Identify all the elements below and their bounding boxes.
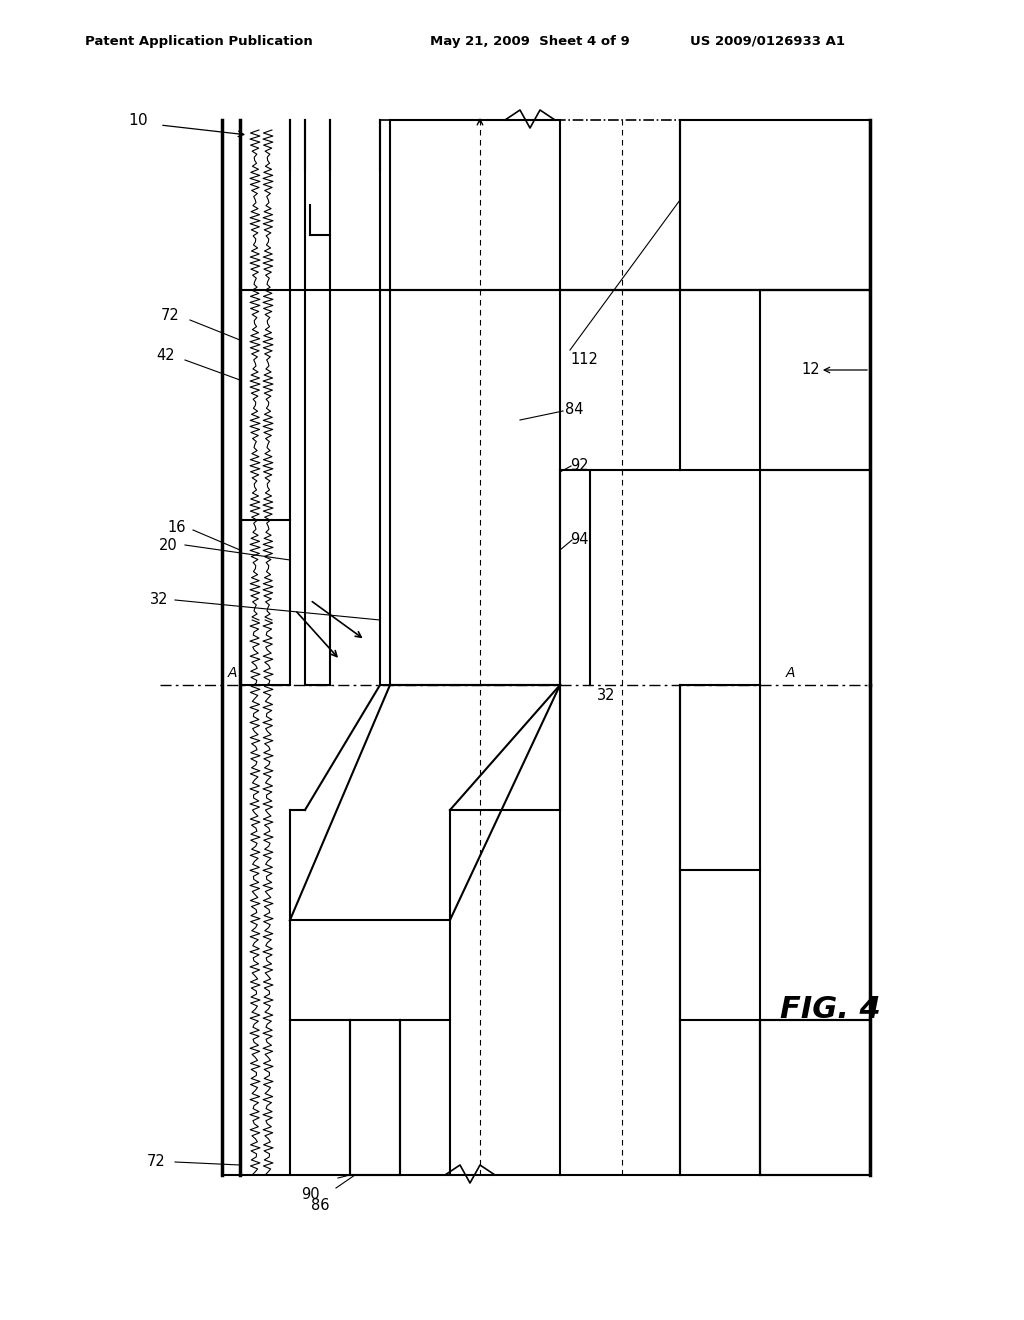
Text: 94: 94 bbox=[570, 532, 589, 548]
Text: 86: 86 bbox=[310, 1199, 330, 1213]
Text: Patent Application Publication: Patent Application Publication bbox=[85, 36, 312, 48]
Text: 72: 72 bbox=[161, 308, 180, 322]
Text: A: A bbox=[785, 667, 795, 680]
Text: A: A bbox=[227, 667, 237, 680]
Text: FIG. 4: FIG. 4 bbox=[780, 995, 881, 1024]
Text: 32: 32 bbox=[150, 593, 168, 607]
Text: 42: 42 bbox=[157, 347, 175, 363]
Text: 84: 84 bbox=[565, 403, 584, 417]
Text: 20: 20 bbox=[160, 537, 178, 553]
Text: 32: 32 bbox=[597, 688, 615, 702]
Text: $\mathit{10}$: $\mathit{10}$ bbox=[128, 112, 148, 128]
Text: 16: 16 bbox=[168, 520, 186, 535]
Text: US 2009/0126933 A1: US 2009/0126933 A1 bbox=[690, 36, 845, 48]
Text: 90: 90 bbox=[301, 1187, 319, 1203]
Text: 112: 112 bbox=[570, 352, 598, 367]
Text: 12: 12 bbox=[802, 363, 820, 378]
Text: 92: 92 bbox=[570, 458, 589, 473]
Text: 72: 72 bbox=[146, 1155, 165, 1170]
Text: May 21, 2009  Sheet 4 of 9: May 21, 2009 Sheet 4 of 9 bbox=[430, 36, 630, 48]
